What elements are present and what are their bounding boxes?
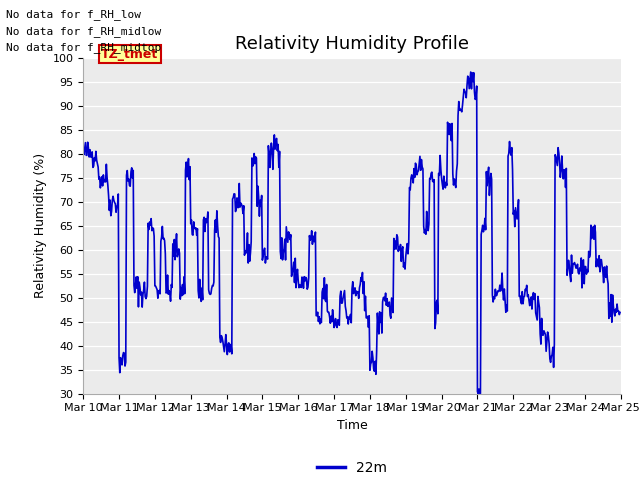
Text: TZ_tmet: TZ_tmet [101,48,158,60]
Legend: 22m: 22m [312,456,392,480]
Text: No data for f_RH_low: No data for f_RH_low [6,9,141,20]
Y-axis label: Relativity Humidity (%): Relativity Humidity (%) [34,153,47,298]
Text: No data for f_RH_midtop: No data for f_RH_midtop [6,42,162,53]
X-axis label: Time: Time [337,419,367,432]
Text: No data for f_RH_midlow: No data for f_RH_midlow [6,25,162,36]
Title: Relativity Humidity Profile: Relativity Humidity Profile [235,35,469,53]
